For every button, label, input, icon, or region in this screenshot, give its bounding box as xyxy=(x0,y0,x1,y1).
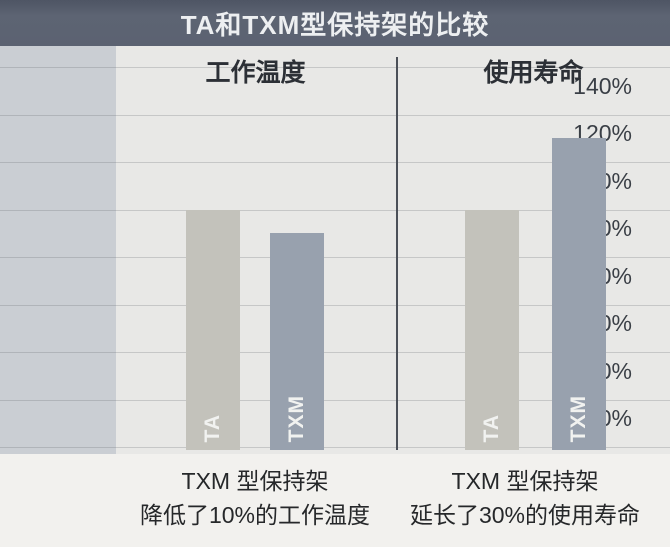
gridline xyxy=(0,67,670,68)
caption-temperature-line1: TXM 型保持架 xyxy=(181,468,329,494)
bar-ta-temperature: TA xyxy=(186,209,240,450)
bar-ta-life: TA xyxy=(465,209,519,450)
gridline xyxy=(0,447,670,448)
panel-header-temperature: 工作温度 xyxy=(205,59,306,87)
caption-temperature-line2: 降低了10%的工作温度 xyxy=(139,502,371,528)
gridline xyxy=(0,304,670,306)
gridline xyxy=(0,209,670,211)
y-axis-label-column xyxy=(0,46,116,454)
gridline xyxy=(0,114,670,116)
bar-label: TXM xyxy=(567,394,590,442)
gridline xyxy=(0,352,670,353)
bar-label: TA xyxy=(480,413,503,442)
bar-label: TA xyxy=(201,413,224,442)
caption-life: TXM 型保持架 延长了30%的使用寿命 xyxy=(385,464,665,532)
bar-label: TXM xyxy=(285,394,308,442)
gridline xyxy=(0,257,670,258)
chart-title: TA和TXM型保持架的比较 xyxy=(0,0,670,46)
plot-area: 140%120%100%80%60%40%20%0% 工作温度 使用寿命 TAT… xyxy=(0,46,670,454)
caption-life-line1: TXM 型保持架 xyxy=(451,468,599,494)
bar-txm-temperature: TXM xyxy=(270,233,324,450)
caption-temperature: TXM 型保持架 降低了10%的工作温度 xyxy=(70,464,440,532)
caption-life-line2: 延长了30%的使用寿命 xyxy=(409,502,641,528)
gridline xyxy=(0,399,670,401)
panel-divider-line xyxy=(396,57,398,450)
y-tick-label: 140% xyxy=(573,72,632,99)
caption-zone: TXM 型保持架 降低了10%的工作温度 TXM 型保持架 延长了30%的使用寿… xyxy=(0,454,670,547)
gridline xyxy=(0,162,670,163)
panel-header-life: 使用寿命 xyxy=(483,59,584,87)
bar-txm-life: TXM xyxy=(552,138,606,450)
